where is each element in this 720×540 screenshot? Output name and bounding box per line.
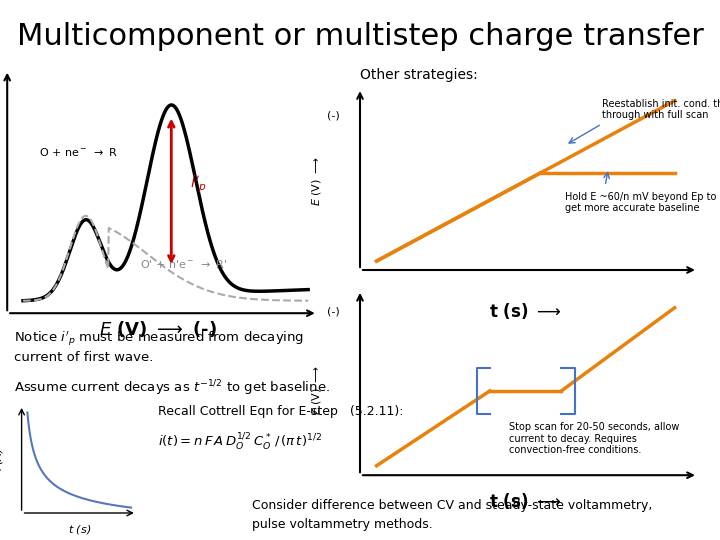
Text: $t$ (s): $t$ (s) [68,523,91,536]
Text: $E$ (V) $\longrightarrow$ (-): $E$ (V) $\longrightarrow$ (-) [99,319,217,339]
Text: (-): (-) [327,111,340,120]
Text: (-): (-) [327,307,340,316]
Text: Multicomponent or multistep charge transfer: Multicomponent or multistep charge trans… [17,22,703,51]
Text: $i(t) = n\,F\,A\,D_O^{1/2}\,C_O^*\,/\,(\pi\,t)^{1/2}$: $i(t) = n\,F\,A\,D_O^{1/2}\,C_O^*\,/\,(\… [158,432,323,453]
Text: pulse voltammetry methods.: pulse voltammetry methods. [252,518,433,531]
Text: Reestablish init. cond. then go
through with full scan: Reestablish init. cond. then go through … [602,99,720,120]
Text: Recall Cottrell Eqn for E-step   (5.2.11):: Recall Cottrell Eqn for E-step (5.2.11): [158,405,404,418]
Text: $\mathbf{t}$ $\mathbf{(s)}$ $\longrightarrow$: $\mathbf{t}$ $\mathbf{(s)}$ $\longrighta… [489,301,562,321]
Text: $i'_p$: $i'_p$ [190,173,207,194]
Text: Stop scan for 20-50 seconds, allow
current to decay. Requires
convection-free co: Stop scan for 20-50 seconds, allow curre… [509,422,680,455]
Text: Other strategies:: Other strategies: [360,68,478,82]
Text: $\mathbf{t}$ $\mathbf{(s)}$ $\longrightarrow$: $\mathbf{t}$ $\mathbf{(s)}$ $\longrighta… [489,491,562,511]
Text: Assume current decays as $t^{-1/2}$ to get baseline.: Assume current decays as $t^{-1/2}$ to g… [14,378,330,397]
Text: Hold E ~60/n mV beyond Ep to
get more accurate baseline: Hold E ~60/n mV beyond Ep to get more ac… [565,192,716,213]
Text: O + ne$^-$ $\rightarrow$ R: O + ne$^-$ $\rightarrow$ R [39,146,118,158]
Text: current of first wave.: current of first wave. [14,351,154,364]
Text: $E$ (V) $\longrightarrow$: $E$ (V) $\longrightarrow$ [310,156,323,206]
Text: $E$ (V) $\longrightarrow$: $E$ (V) $\longrightarrow$ [310,365,323,415]
Text: Consider difference between CV and steady-state voltammetry,: Consider difference between CV and stead… [252,500,652,512]
Text: $i$ (A): $i$ (A) [0,447,5,471]
Text: Notice $i'_p$ must be measured from decaying: Notice $i'_p$ must be measured from deca… [14,329,305,348]
Text: O' + n'e$^-$ $\rightarrow$ R': O' + n'e$^-$ $\rightarrow$ R' [140,258,228,269]
